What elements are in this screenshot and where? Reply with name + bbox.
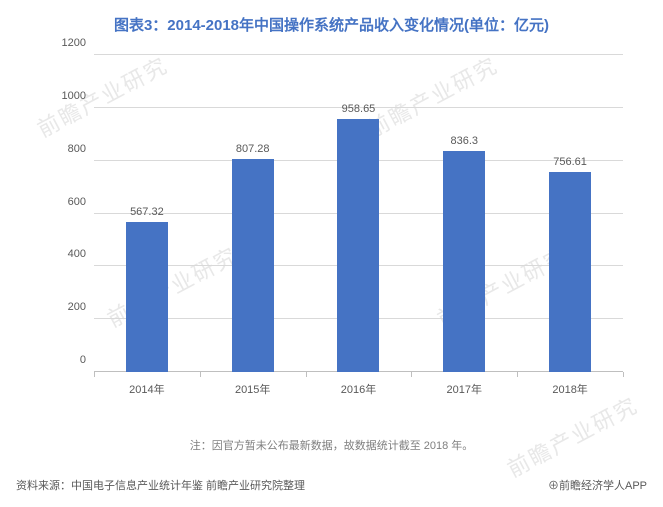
bar-value-label: 836.3 <box>451 135 479 151</box>
y-tick-label: 0 <box>80 354 94 366</box>
chart-note: 注：因官方暂未公布最新数据，故数据统计截至 2018 年。 <box>0 437 663 453</box>
y-tick-label: 200 <box>68 301 94 313</box>
x-category-label: 2017年 <box>447 372 482 397</box>
bar-value-label: 807.28 <box>236 143 270 159</box>
bar: 807.28 <box>232 159 274 372</box>
x-tick <box>94 372 95 377</box>
x-tick <box>200 372 201 377</box>
bar-slot: 958.652016年 <box>306 55 412 372</box>
y-tick-label: 800 <box>68 143 94 155</box>
bar-value-label: 958.65 <box>342 103 376 119</box>
y-tick-label: 600 <box>68 196 94 208</box>
x-tick <box>517 372 518 377</box>
brand-text: ⊕前瞻经济学人APP <box>548 477 647 493</box>
bar: 958.65 <box>337 119 379 372</box>
footer: 资料来源：中国电子信息产业统计年鉴 前瞻产业研究院整理 ⊕前瞻经济学人APP <box>16 477 647 493</box>
x-category-label: 2015年 <box>235 372 270 397</box>
bar-slot: 567.322014年 <box>94 55 200 372</box>
source-text: 资料来源：中国电子信息产业统计年鉴 前瞻产业研究院整理 <box>16 477 305 493</box>
bar-slot: 807.282015年 <box>200 55 306 372</box>
bar-value-label: 756.61 <box>553 156 587 172</box>
watermark: 前瞻产业研究 <box>501 388 643 484</box>
bar: 567.32 <box>126 222 168 372</box>
x-tick <box>623 372 624 377</box>
x-tick <box>306 372 307 377</box>
y-tick-label: 400 <box>68 248 94 260</box>
x-category-label: 2014年 <box>129 372 164 397</box>
bar-slot: 756.612018年 <box>517 55 623 372</box>
y-tick-label: 1200 <box>62 37 94 49</box>
bar-value-label: 567.32 <box>130 206 164 222</box>
bar-slot: 836.32017年 <box>411 55 517 372</box>
bar: 756.61 <box>549 172 591 372</box>
revenue-bar-chart: 020040060080010001200567.322014年807.2820… <box>50 55 633 400</box>
x-tick <box>411 372 412 377</box>
chart-title: 图表3：2014-2018年中国操作系统产品收入变化情况(单位：亿元) <box>0 0 663 35</box>
plot-area: 020040060080010001200567.322014年807.2820… <box>94 55 623 372</box>
x-category-label: 2018年 <box>552 372 587 397</box>
x-category-label: 2016年 <box>341 372 376 397</box>
y-tick-label: 1000 <box>62 90 94 102</box>
bar: 836.3 <box>443 151 485 372</box>
